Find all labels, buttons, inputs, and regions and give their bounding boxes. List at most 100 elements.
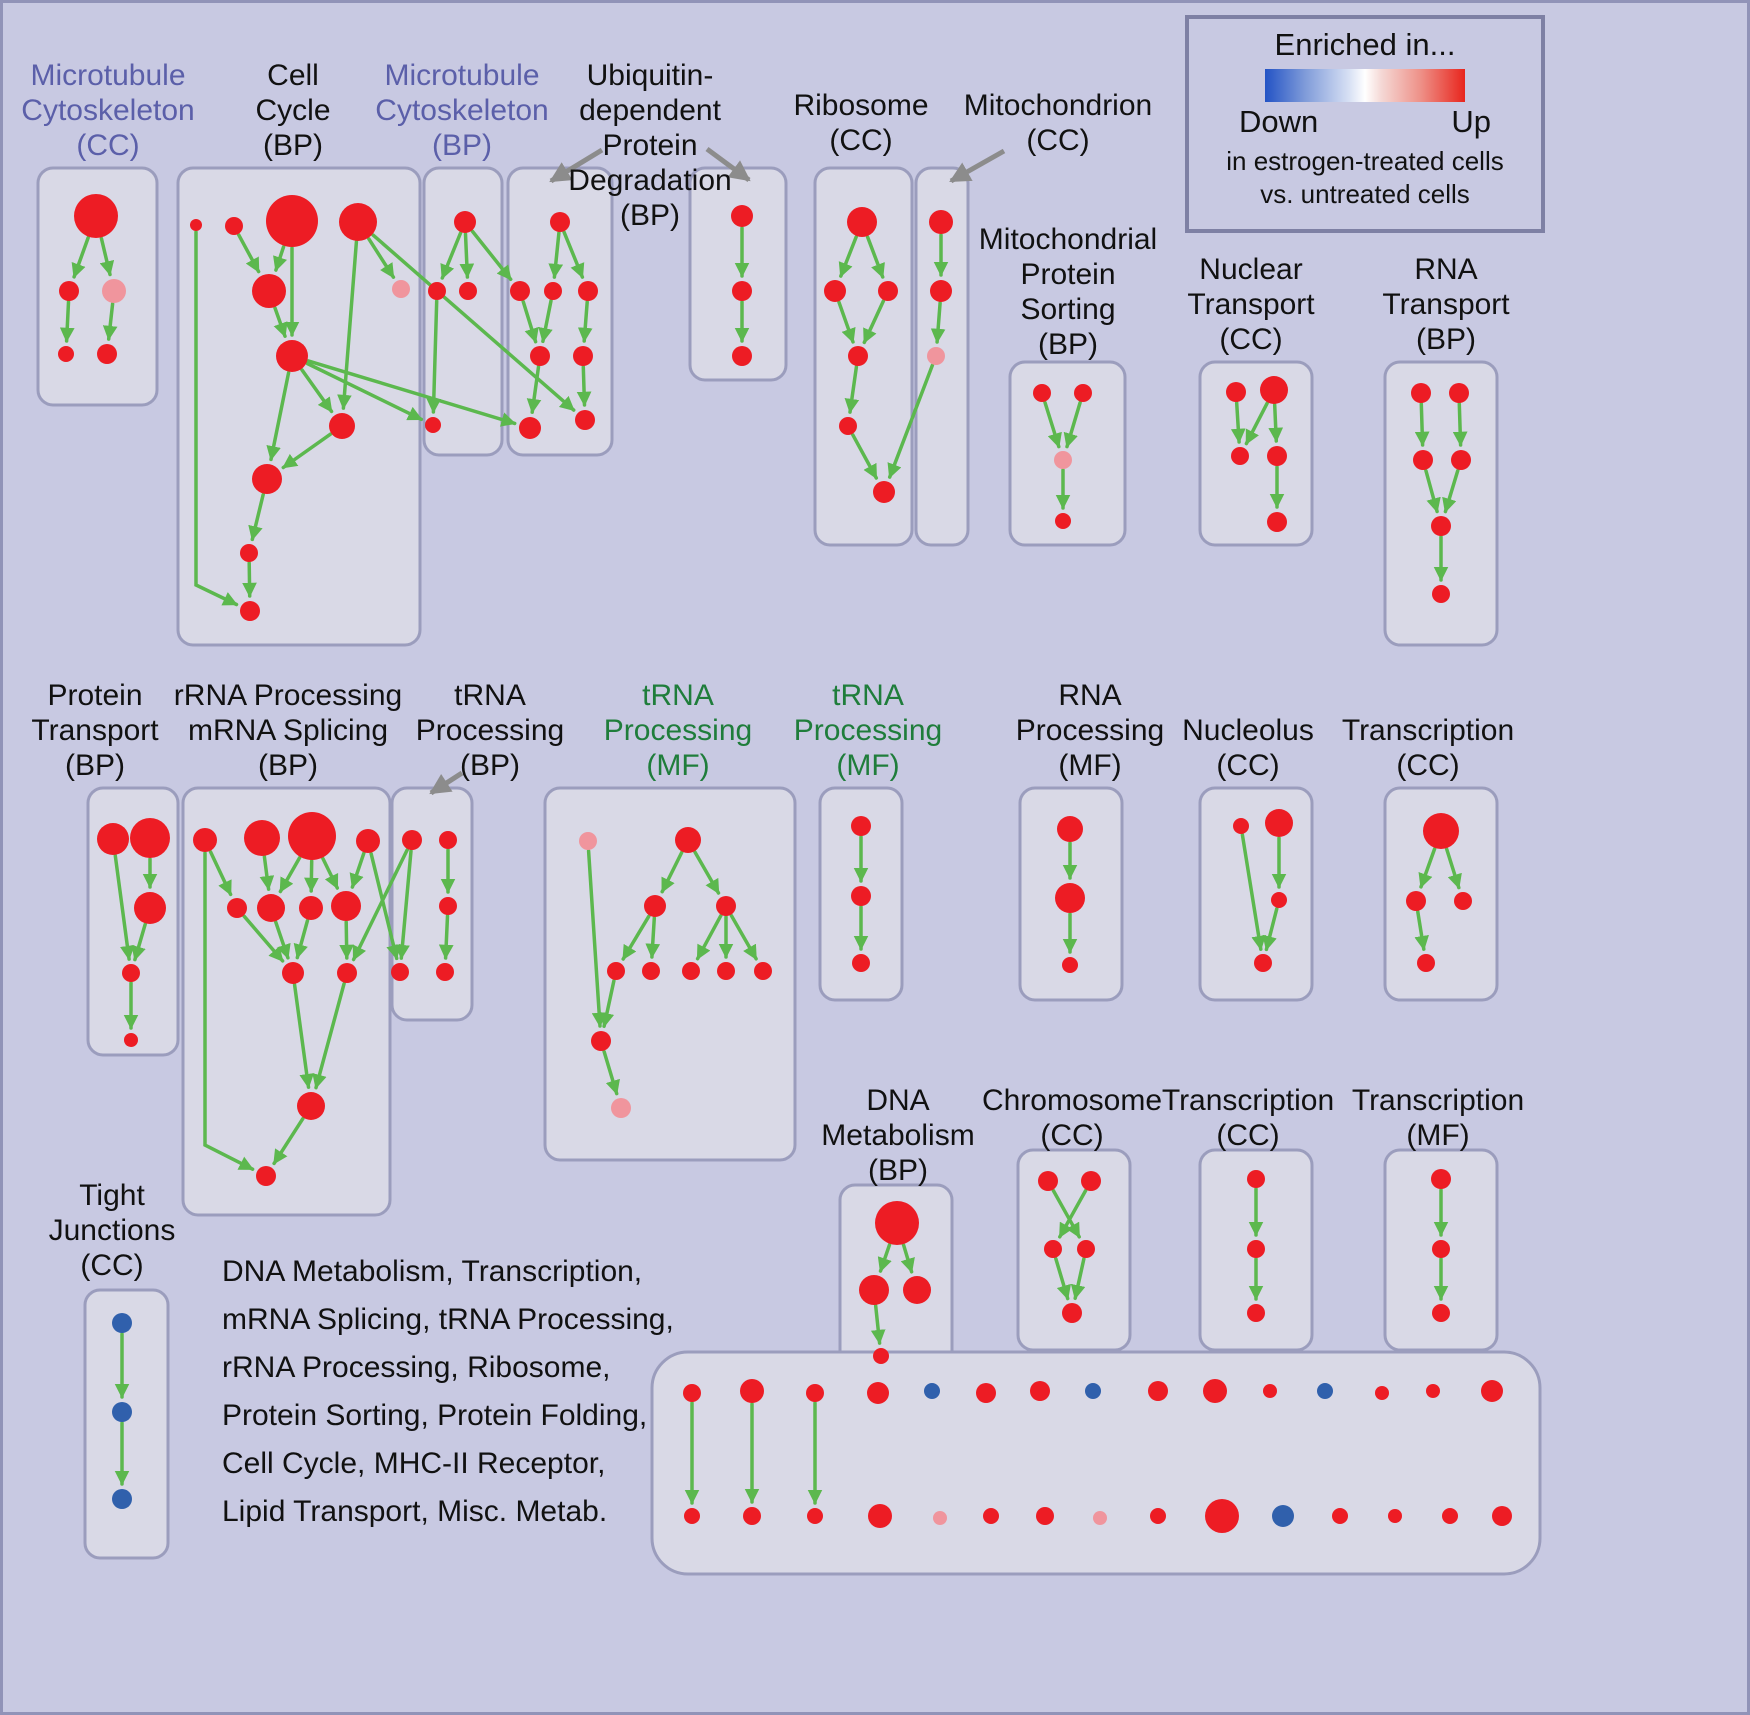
node-tf3 <box>852 954 870 972</box>
node-l1 <box>1247 1170 1265 1188</box>
node-rt3 <box>1413 450 1433 470</box>
node-cc4 <box>339 203 377 241</box>
node-cc10 <box>240 544 258 562</box>
node-tc2 <box>1406 891 1426 911</box>
node-bb5 <box>530 346 550 366</box>
edge-tc2-tc4 <box>1414 910 1429 951</box>
group-label-mito-protein-sorting: Mitochondrial Protein Sorting (BP) <box>978 223 1158 361</box>
node-bb7 <box>519 417 541 439</box>
group-label-cell-cycle: Cell Cycle (BP) <box>255 59 331 162</box>
edge-nt2-nt3 <box>1244 401 1269 446</box>
edge-dm1-dm2 <box>877 1243 892 1273</box>
node-x10 <box>1203 1379 1227 1403</box>
edge-rt1-rt3 <box>1414 402 1430 447</box>
node-nt4 <box>1267 446 1287 466</box>
edge-rb3-rb4 <box>862 299 886 345</box>
edge-tb1-tb3 <box>395 849 413 960</box>
edge-dm2-dm4 <box>870 1304 886 1345</box>
node-ch4 <box>1077 1240 1095 1258</box>
node-tm6 <box>642 962 660 980</box>
node-nc3 <box>1271 892 1287 908</box>
node-tf1 <box>851 816 871 836</box>
group-box-rna-transport <box>1383 360 1499 647</box>
node-rb5 <box>839 417 857 435</box>
node-x7 <box>1030 1381 1050 1401</box>
node-y10 <box>1205 1499 1239 1533</box>
node-tf2 <box>851 886 871 906</box>
node-tb5 <box>439 897 457 915</box>
edge-pt1-pt4 <box>113 854 135 961</box>
group-label-nucleolus: Nucleolus (CC) <box>1182 714 1314 782</box>
node-tj3 <box>112 1489 132 1509</box>
group-label-dna-metabolism: DNA Metabolism (BP) <box>821 1084 975 1187</box>
node-ms3 <box>1054 451 1072 469</box>
edge-bb4-bb6 <box>577 300 593 343</box>
node-ab3 <box>459 282 477 300</box>
node-ab1 <box>454 211 476 233</box>
node-y3 <box>807 1508 823 1524</box>
group-label-tight-junctions: Tight Junctions (CC) <box>48 1179 176 1282</box>
node-y7 <box>1036 1507 1054 1525</box>
group-label-nuclear-transport: Nuclear Transport (CC) <box>1187 253 1315 356</box>
node-y1 <box>684 1508 700 1524</box>
label-pointer-arrow-4 <box>429 770 464 796</box>
node-y5 <box>933 1511 947 1525</box>
node-y9 <box>1150 1508 1166 1524</box>
node-ms1 <box>1033 384 1051 402</box>
node-tb1 <box>402 830 422 850</box>
node-tc4 <box>1417 954 1435 972</box>
group-label-rrna-mrna: rRNA Processing mRNA Splicing (BP) <box>173 679 403 782</box>
group-label-transcription-mf: Transcription (MF) <box>1351 1084 1525 1152</box>
node-tm3 <box>644 895 666 917</box>
edge-rr1-rr5 <box>208 850 233 897</box>
node-bb1 <box>550 212 570 232</box>
edge-rt3-rt5 <box>1424 468 1441 514</box>
node-rt2 <box>1449 383 1469 403</box>
node-rr5 <box>227 898 247 918</box>
edge-rb1-rb3 <box>865 235 885 279</box>
group-label-protein-transport: Protein Transport (BP) <box>31 679 159 782</box>
node-rr9 <box>282 962 304 984</box>
edge-cc7-ab4 <box>305 361 424 422</box>
node-nt3 <box>1231 447 1249 465</box>
edge-mc2-mc4 <box>59 300 75 343</box>
node-rr7 <box>299 896 323 920</box>
node-ub1 <box>731 205 753 227</box>
group-label-transcription-cc-2: Transcription (CC) <box>1161 1084 1335 1152</box>
node-tm10 <box>591 1031 611 1051</box>
edge-nt1-nt3 <box>1230 401 1246 444</box>
edge-tm3-tm5 <box>621 914 651 961</box>
edge-rr7-rr9 <box>293 918 310 960</box>
node-ms4 <box>1055 513 1071 529</box>
edge-rr6-rr9 <box>274 920 291 960</box>
node-mc1 <box>74 194 118 238</box>
legend-gradient-bar <box>1265 69 1465 102</box>
edge-rb1-rb2 <box>838 235 858 278</box>
node-o1 <box>1431 1169 1451 1189</box>
node-mt2 <box>930 280 952 302</box>
node-bb4 <box>578 281 598 301</box>
edge-mc3-mc5 <box>102 302 118 341</box>
edge-rr4-rr8 <box>349 851 366 889</box>
group-label-chromosome: Chromosome (CC) <box>981 1084 1163 1152</box>
edge-cc4-cc6 <box>367 237 396 279</box>
node-x6 <box>976 1383 996 1403</box>
edge-rr1-rr12 <box>203 851 255 1171</box>
edge-tm5-tm10 <box>599 979 616 1029</box>
edge-tm10-tm11 <box>602 1049 620 1096</box>
node-x12 <box>1317 1383 1333 1399</box>
node-tm7 <box>682 962 700 980</box>
node-mt3 <box>927 347 945 365</box>
node-bb3 <box>544 282 562 300</box>
node-rr10 <box>337 963 357 983</box>
node-x13 <box>1375 1386 1389 1400</box>
node-o3 <box>1432 1304 1450 1322</box>
edge-cc4-bb8 <box>371 233 576 412</box>
node-rp1 <box>1057 816 1083 842</box>
edge-rb5-rb6 <box>851 433 879 480</box>
node-tj1 <box>112 1313 132 1333</box>
edge-tm3-tm6 <box>645 916 661 959</box>
node-tm8 <box>717 962 735 980</box>
node-rr2 <box>244 820 280 856</box>
